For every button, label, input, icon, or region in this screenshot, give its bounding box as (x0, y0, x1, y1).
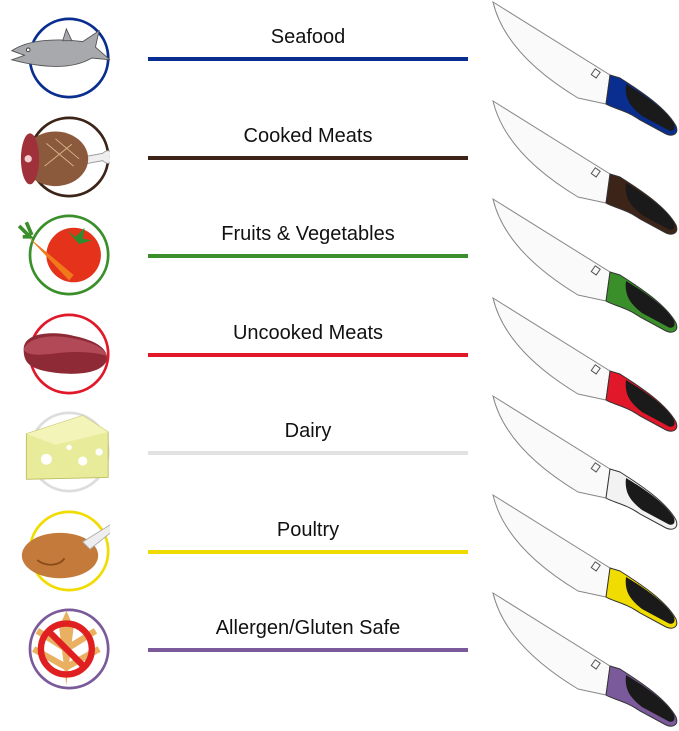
category-row: Dairy (0, 394, 679, 530)
chef-knife-icon (492, 99, 678, 235)
category-label: Seafood (270, 26, 346, 48)
category-color-line (148, 549, 468, 554)
fish-icon (10, 17, 110, 99)
chef-knife-icon (492, 394, 678, 530)
steak-icon (23, 313, 110, 394)
chef-knife-icon (492, 197, 678, 333)
category-label: Poultry (276, 518, 340, 541)
ham-icon (20, 116, 110, 197)
category-row: Cooked Meats (0, 99, 679, 235)
category-label: Uncooked Meats (232, 321, 384, 344)
category-color-line (148, 451, 468, 455)
vegetables-icon (17, 214, 110, 296)
category-row: Seafood (0, 0, 679, 136)
cheese-icon (25, 411, 110, 493)
chef-knife-icon (492, 493, 678, 629)
category-label: Fruits & Vegetables (221, 223, 395, 245)
category-row: Poultry (0, 493, 679, 629)
category-label: Cooked Meats (243, 124, 373, 147)
category-color-line (148, 254, 468, 258)
no-gluten-icon (28, 608, 110, 690)
category-color-line (148, 648, 468, 652)
category-color-line (148, 155, 468, 160)
chef-knife-icon (492, 591, 678, 727)
category-color-line (148, 57, 468, 61)
category-color-line (148, 352, 468, 357)
category-row: Allergen/Gluten Safe (0, 591, 679, 727)
chef-knife-icon (492, 0, 678, 136)
turkey-icon (21, 510, 110, 591)
category-row: Uncooked Meats (0, 296, 679, 432)
category-label: Allergen/Gluten Safe (215, 617, 401, 639)
chef-knife-icon (492, 296, 678, 432)
category-row: Fruits & Vegetables (0, 197, 679, 333)
category-label: Dairy (284, 420, 332, 442)
